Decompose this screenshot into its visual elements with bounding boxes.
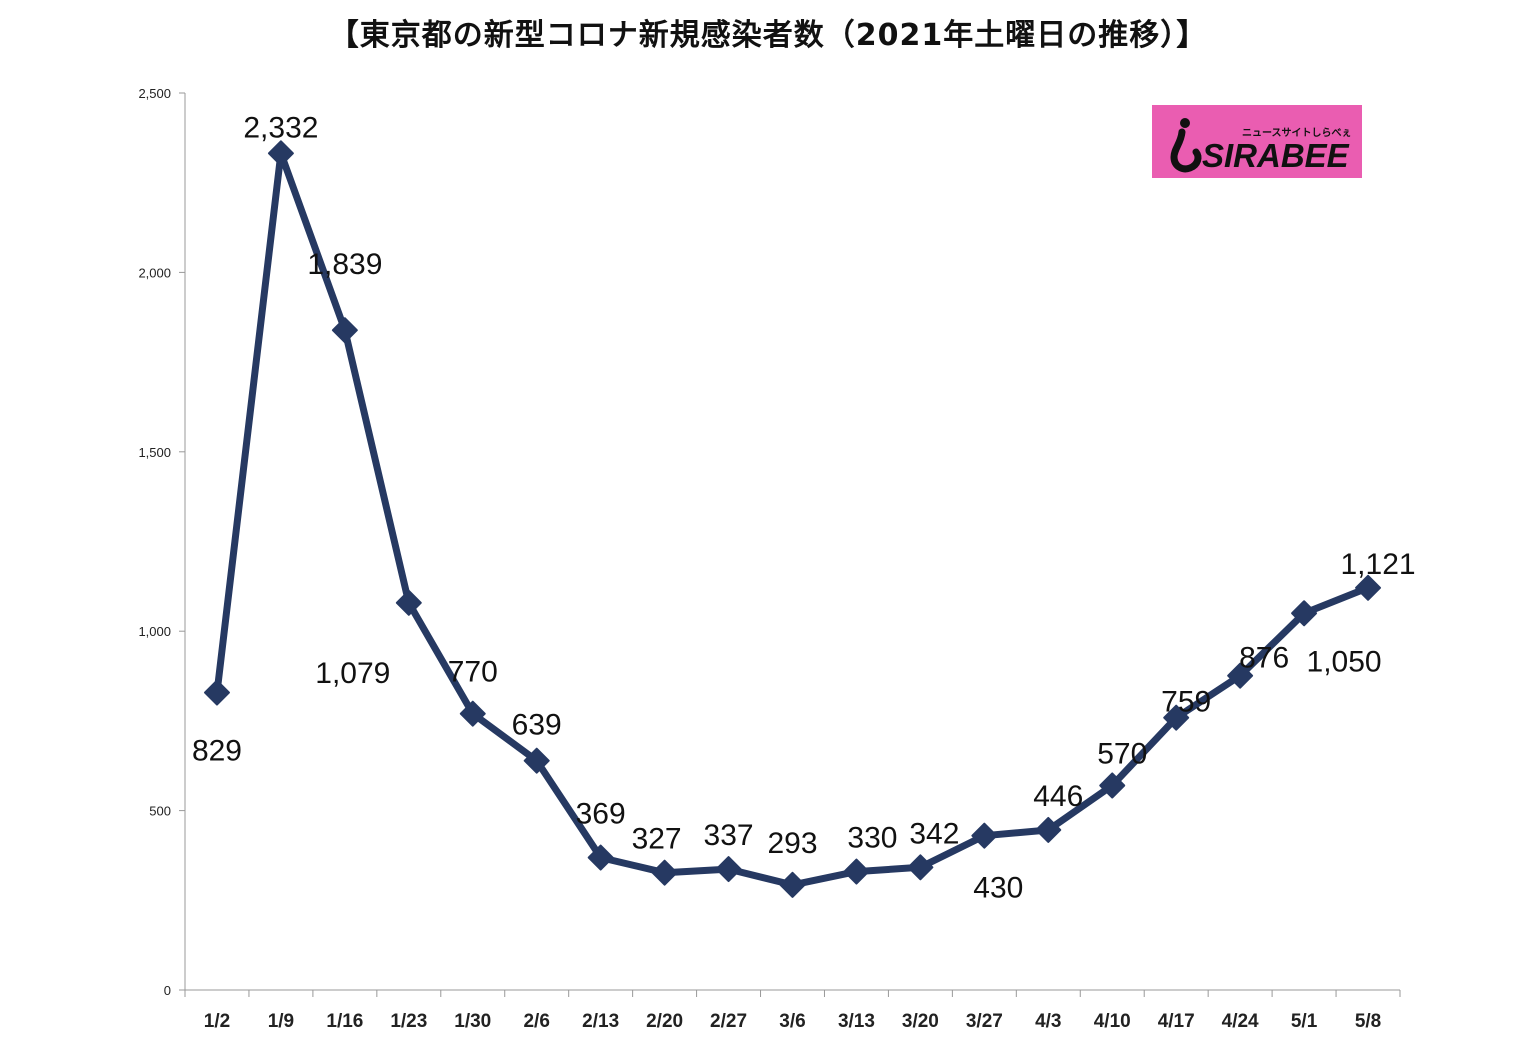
data-point [395, 589, 422, 616]
y-tick-label: 0 [164, 983, 171, 998]
data-point [715, 856, 742, 883]
sirabee-logo: ニュースサイトしらべぇ SIRABEE [1152, 105, 1362, 178]
data-point [1099, 772, 1126, 799]
svg-text:ニュースサイトしらべぇ: ニュースサイトしらべぇ [1242, 127, 1352, 139]
data-point [1163, 704, 1190, 731]
data-point [203, 679, 230, 706]
x-tick-label: 1/30 [454, 1011, 491, 1032]
y-tick-label: 2,000 [138, 265, 171, 280]
data-point [1227, 662, 1254, 689]
data-label: 1,839 [307, 248, 382, 281]
svg-text:SIRABEE: SIRABEE [1202, 137, 1350, 174]
data-point [523, 747, 550, 774]
data-label: 876 [1239, 642, 1289, 675]
data-label: 430 [973, 872, 1023, 905]
data-point [1355, 574, 1382, 601]
x-tick-label: 1/16 [326, 1011, 363, 1032]
x-tick-label: 3/6 [779, 1011, 805, 1032]
data-point [843, 858, 870, 885]
x-tick-label: 3/27 [966, 1011, 1003, 1032]
x-tick-label: 3/20 [902, 1011, 939, 1032]
x-tick-label: 4/24 [1222, 1011, 1259, 1032]
x-tick-label: 2/6 [523, 1011, 549, 1032]
y-axis-ticks: 0 500 1,000 1,500 2,000 2,500 [138, 86, 185, 998]
series-line [213, 149, 1372, 889]
data-label: 293 [767, 827, 817, 860]
data-point [651, 859, 678, 886]
x-tick-label: 1/23 [390, 1011, 427, 1032]
data-point [971, 822, 998, 849]
data-label: 369 [576, 798, 626, 831]
x-tick-label: 1/2 [204, 1011, 230, 1032]
x-tick-label: 5/8 [1355, 1011, 1381, 1032]
data-label: 759 [1161, 686, 1211, 719]
x-tick-label: 2/13 [582, 1011, 619, 1032]
data-label: 639 [512, 709, 562, 742]
data-label: 337 [704, 819, 754, 852]
x-tick-label: 2/27 [710, 1011, 747, 1032]
y-tick-label: 1,000 [138, 624, 171, 639]
chart-title: 【東京都の新型コロナ新規感染者数（2021年土曜日の推移）】 [328, 18, 1208, 53]
data-label: 1,079 [315, 657, 390, 690]
x-tick-label: 1/9 [268, 1011, 294, 1032]
data-point [779, 871, 806, 898]
data-label: 1,050 [1307, 645, 1382, 678]
x-tick-label: 2/20 [646, 1011, 683, 1032]
y-tick-label: 1,500 [138, 445, 171, 460]
y-tick-label: 2,500 [138, 86, 171, 101]
x-tick-label: 4/10 [1094, 1011, 1131, 1032]
data-point [267, 140, 294, 167]
data-label: 829 [192, 735, 242, 768]
sirabee-logo-mark: ニュースサイトしらべぇ SIRABEE [1170, 118, 1352, 174]
data-point [1291, 600, 1318, 627]
data-label: 342 [909, 817, 959, 850]
x-tick-label: 5/1 [1291, 1011, 1318, 1032]
data-label: 570 [1097, 737, 1147, 770]
data-label: 327 [632, 823, 682, 856]
data-label: 1,121 [1340, 548, 1415, 581]
data-point [907, 854, 934, 881]
data-markers [203, 140, 1382, 898]
data-point [331, 317, 358, 344]
data-label: 770 [448, 656, 498, 689]
x-tick-label: 4/3 [1035, 1011, 1061, 1032]
data-point [459, 700, 486, 727]
data-label: 446 [1033, 780, 1083, 813]
x-axis-ticks: 1/2 1/9 1/16 1/23 1/30 2/6 2/13 2/20 2/27 3/6 3/13… [184, 990, 1401, 1032]
data-point [587, 844, 614, 871]
data-label: 2,332 [243, 111, 318, 144]
data-point [1035, 816, 1062, 843]
axes [184, 93, 1400, 991]
x-tick-label: 4/17 [1158, 1011, 1195, 1032]
x-tick-label: 3/13 [838, 1011, 875, 1032]
y-tick-label: 500 [149, 804, 171, 819]
data-label: 330 [847, 822, 897, 855]
